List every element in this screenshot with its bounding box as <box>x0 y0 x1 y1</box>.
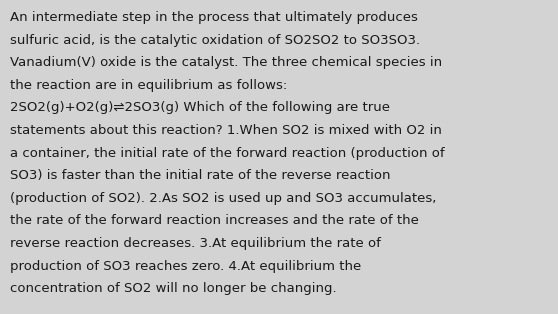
Text: statements about this reaction? 1.When SO2 is mixed with O2 in: statements about this reaction? 1.When S… <box>10 124 442 137</box>
Text: An intermediate step in the process that ultimately produces: An intermediate step in the process that… <box>10 11 418 24</box>
Text: the reaction are in equilibrium as follows:: the reaction are in equilibrium as follo… <box>10 79 287 92</box>
Text: the rate of the forward reaction increases and the rate of the: the rate of the forward reaction increas… <box>10 214 419 227</box>
Text: sulfuric acid, is the catalytic oxidation of SO2SO2 to SO3SO3.: sulfuric acid, is the catalytic oxidatio… <box>10 34 420 46</box>
Text: Vanadium(V) oxide is the catalyst. The three chemical species in: Vanadium(V) oxide is the catalyst. The t… <box>10 56 442 69</box>
Text: (production of SO2). 2.As SO2 is used up and SO3 accumulates,: (production of SO2). 2.As SO2 is used up… <box>10 192 436 205</box>
Text: reverse reaction decreases. 3.At equilibrium the rate of: reverse reaction decreases. 3.At equilib… <box>10 237 381 250</box>
Text: production of SO3 reaches zero. 4.At equilibrium the: production of SO3 reaches zero. 4.At equ… <box>10 260 361 273</box>
Text: 2SO2(g)+O2(g)⇌2SO3(g) Which of the following are true: 2SO2(g)+O2(g)⇌2SO3(g) Which of the follo… <box>10 101 390 114</box>
Text: concentration of SO2 will no longer be changing.: concentration of SO2 will no longer be c… <box>10 282 336 295</box>
Text: SO3) is faster than the initial rate of the reverse reaction: SO3) is faster than the initial rate of … <box>10 169 391 182</box>
Text: a container, the initial rate of the forward reaction (production of: a container, the initial rate of the for… <box>10 147 445 160</box>
